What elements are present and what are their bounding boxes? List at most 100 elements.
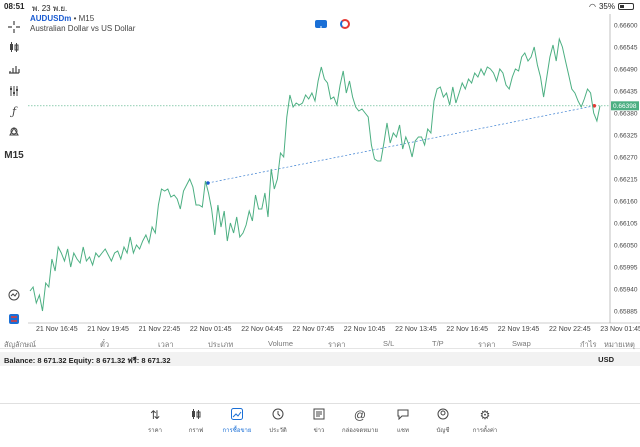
chart-symbol: AUDUSDm: [30, 14, 72, 23]
trendline[interactable]: [207, 105, 595, 184]
tab-trade[interactable]: การซื้อขาย: [218, 408, 256, 440]
candles-icon: [190, 408, 202, 423]
time-axis: 21 Nov 16:45 21 Nov 19:45 21 Nov 22:45 22 N…: [36, 326, 640, 333]
status-time: 08:51: [4, 2, 25, 11]
chart-separator: •: [73, 14, 77, 23]
balance-row: Balance: 8 671.32 Equity: 8 671.32 ฟรี: …: [0, 352, 640, 366]
time-tick-label: 22 Nov 04:45: [241, 326, 283, 333]
balance-currency: USD: [598, 355, 614, 364]
timeframe-button[interactable]: M15: [4, 149, 24, 161]
price-tick-label: 0.65885: [614, 309, 638, 316]
tab-label: บัญชี: [436, 428, 450, 434]
tab-label: กล่องจดหมาย: [341, 428, 379, 434]
column-profit[interactable]: กำไร: [580, 340, 597, 349]
tab-quotes[interactable]: ⇅ ราคา: [136, 408, 174, 440]
price-tick-label: 0.66050: [614, 243, 638, 250]
chart-title: AUDUSDm • M15 Australian Dollar vs US Do…: [30, 14, 135, 34]
time-tick-label: 22 Nov 19:45: [498, 326, 540, 333]
price-tick-label: 0.66270: [614, 155, 638, 162]
column-sl[interactable]: S/L: [383, 339, 395, 348]
settings-icon: ⚙: [479, 408, 491, 422]
price-tick-label: 0.66215: [614, 177, 638, 184]
price-tick-label: 0.66160: [614, 199, 638, 206]
chart-type-candles-icon[interactable]: [4, 38, 24, 56]
tab-label: ข่าว: [313, 428, 325, 434]
tab-history[interactable]: ประวัติ: [259, 408, 297, 440]
column-volume[interactable]: Volume: [268, 339, 294, 348]
price-tick-label: 0.66600: [614, 23, 638, 30]
objects-icon[interactable]: [4, 122, 24, 140]
price-tick-label: 0.66325: [614, 133, 638, 140]
tab-label: การซื้อขาย: [222, 428, 252, 434]
one-click-panel-icon[interactable]: [315, 20, 327, 32]
bottom-tab-bar: ⇅ ราคา กราฟ การซื้อขาย ประวัติ ข่าว @ กล…: [0, 403, 640, 447]
tab-mailbox[interactable]: @ กล่องจดหมาย: [341, 408, 379, 440]
battery-icon: [618, 3, 634, 10]
trade-panel-icon[interactable]: [340, 19, 350, 29]
trade-chart-icon: [231, 408, 243, 423]
account-icon: [437, 408, 449, 423]
time-tick-label: 21 Nov 19:45: [87, 326, 129, 333]
column-time[interactable]: เวลา: [158, 340, 174, 349]
time-tick-label: 23 Nov 01:45: [600, 326, 640, 333]
history-icon: [272, 408, 284, 423]
time-tick-label: 22 Nov 16:45: [446, 326, 488, 333]
tab-settings[interactable]: ⚙ การตั้งค่า: [466, 408, 504, 440]
current-price-tag: 0.66398: [611, 101, 639, 111]
column-tp[interactable]: T/P: [432, 339, 444, 348]
price-tick-label: 0.66545: [614, 45, 638, 52]
indicators-icon[interactable]: [4, 60, 24, 78]
time-tick-label: 22 Nov 01:45: [190, 326, 232, 333]
current-price-label: 0.66398: [613, 103, 637, 110]
chat-icon: [397, 408, 409, 423]
news-icon: [313, 408, 325, 423]
price-tick-label: 0.66490: [614, 67, 638, 74]
chart-description: Australian Dollar vs US Dollar: [30, 24, 136, 33]
tab-label: กราฟ: [188, 428, 204, 434]
chart-toolbar: ƒ M15: [0, 14, 28, 324]
time-tick-label: 21 Nov 22:45: [139, 326, 181, 333]
arrows-updown-icon: ⇅: [149, 408, 161, 422]
tab-news[interactable]: ข่าว: [300, 408, 338, 440]
column-ticket[interactable]: ตั๋ว: [100, 340, 110, 349]
price-series-line: [29, 37, 601, 312]
tab-label: การตั้งค่า: [472, 428, 498, 434]
trendline-end-point[interactable]: [592, 104, 597, 108]
tab-chat[interactable]: แชท: [384, 408, 422, 440]
trendline-start-point[interactable]: [206, 181, 210, 185]
time-tick-label: 22 Nov 22:45: [549, 326, 591, 333]
battery-percent: 35%: [598, 2, 615, 11]
tab-label: ราคา: [148, 428, 162, 434]
status-right: ◠ 35%: [589, 2, 634, 11]
time-tick-label: 21 Nov 16:45: [36, 326, 78, 333]
crosshair-icon[interactable]: [4, 18, 24, 36]
time-tick-label: 22 Nov 10:45: [344, 326, 386, 333]
column-symbol[interactable]: สัญลักษณ์: [4, 340, 37, 349]
status-bar: 08:51 พ. 23 พ.ย. ◠ 35%: [0, 0, 640, 13]
price-tick-label: 0.65995: [614, 265, 638, 272]
column-type[interactable]: ประเภท: [208, 340, 234, 349]
tab-account[interactable]: บัญชี: [424, 408, 462, 440]
settings-sliders-icon[interactable]: [4, 82, 24, 100]
function-icon[interactable]: ƒ: [11, 104, 17, 118]
balance-text: Balance: 8 671.32 Equity: 8 671.32 ฟรี: …: [4, 356, 171, 365]
price-tick-label: 0.65940: [614, 287, 638, 294]
wifi-icon: ◠: [589, 2, 596, 11]
price-chart[interactable]: 0.666000.665450.664900.664350.663800.663…: [28, 14, 640, 335]
tab-label: ประวัติ: [269, 428, 287, 434]
column-comment[interactable]: หมายเหตุ: [604, 340, 635, 349]
tab-charts[interactable]: กราฟ: [177, 408, 215, 440]
column-price[interactable]: ราคา: [478, 340, 496, 349]
column-open-price[interactable]: ราคา: [328, 340, 346, 349]
mailbox-icon: @: [353, 408, 367, 422]
one-click-trading-icon[interactable]: [4, 310, 24, 328]
time-tick-label: 22 Nov 13:45: [395, 326, 437, 333]
zoom-icon[interactable]: [4, 286, 24, 304]
price-axis: 0.666000.665450.664900.664350.663800.663…: [614, 23, 638, 316]
trade-table-header: สัญลักษณ์ ตั๋ว เวลา ประเภท Volume ราคา S…: [0, 337, 640, 349]
tab-label: แชท: [397, 428, 409, 434]
price-tick-label: 0.66105: [614, 221, 638, 228]
chart-timeframe: M15: [78, 14, 95, 23]
price-tick-label: 0.66380: [614, 111, 638, 118]
column-swap[interactable]: Swap: [512, 339, 531, 348]
